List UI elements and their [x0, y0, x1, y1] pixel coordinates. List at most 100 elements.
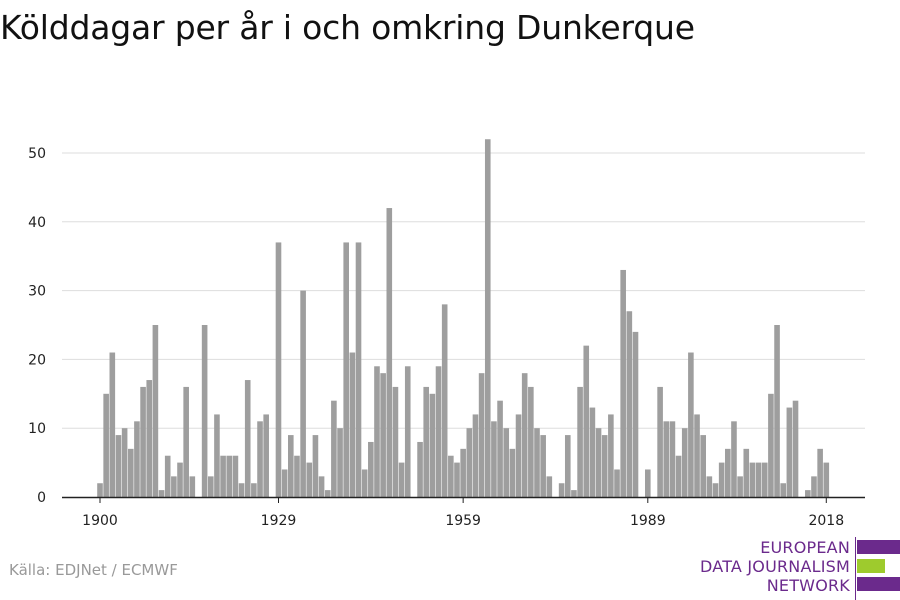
bar[interactable]: [564, 435, 571, 497]
bar[interactable]: [792, 400, 799, 497]
bar[interactable]: [589, 407, 596, 497]
bar[interactable]: [601, 435, 608, 497]
bar[interactable]: [737, 476, 743, 497]
bar[interactable]: [374, 366, 380, 497]
bar[interactable]: [404, 366, 411, 497]
bar[interactable]: [134, 421, 140, 497]
bar[interactable]: [694, 414, 700, 497]
bar[interactable]: [546, 476, 553, 497]
bar[interactable]: [780, 483, 787, 497]
bar[interactable]: [201, 325, 208, 497]
bar[interactable]: [460, 448, 466, 497]
bar[interactable]: [312, 435, 319, 497]
bar[interactable]: [669, 421, 676, 497]
bar[interactable]: [595, 428, 602, 497]
bar[interactable]: [417, 441, 423, 497]
bar[interactable]: [343, 242, 349, 497]
bar[interactable]: [688, 352, 694, 497]
bar[interactable]: [528, 386, 534, 497]
bar[interactable]: [257, 421, 263, 497]
bar[interactable]: [232, 455, 239, 497]
bar[interactable]: [288, 435, 294, 497]
bar[interactable]: [534, 428, 540, 497]
bar[interactable]: [725, 448, 731, 497]
bar[interactable]: [127, 448, 134, 497]
bar[interactable]: [146, 380, 153, 497]
bar[interactable]: [435, 366, 442, 497]
bar[interactable]: [811, 476, 817, 497]
bar[interactable]: [626, 311, 633, 497]
bar[interactable]: [675, 455, 682, 497]
bar[interactable]: [645, 469, 651, 497]
bar[interactable]: [392, 386, 399, 497]
bar[interactable]: [121, 428, 128, 497]
bar[interactable]: [109, 352, 116, 497]
bar[interactable]: [657, 386, 663, 497]
bar[interactable]: [454, 462, 460, 497]
bar[interactable]: [491, 421, 497, 497]
bar[interactable]: [521, 373, 528, 497]
bar[interactable]: [472, 414, 479, 497]
bar[interactable]: [368, 441, 374, 497]
bar[interactable]: [817, 448, 823, 497]
bar[interactable]: [318, 476, 325, 497]
bar[interactable]: [355, 242, 362, 497]
bar[interactable]: [220, 455, 226, 497]
bar[interactable]: [497, 400, 503, 497]
bar[interactable]: [540, 435, 546, 497]
bar[interactable]: [152, 325, 159, 497]
bar[interactable]: [251, 483, 257, 497]
bar[interactable]: [263, 414, 269, 497]
bar[interactable]: [718, 462, 725, 497]
bar[interactable]: [349, 352, 356, 497]
bar[interactable]: [115, 435, 122, 497]
bar[interactable]: [706, 476, 713, 497]
bar[interactable]: [324, 490, 331, 497]
bar[interactable]: [423, 386, 430, 497]
bar[interactable]: [681, 428, 688, 497]
bar[interactable]: [275, 242, 282, 497]
bar[interactable]: [515, 414, 522, 497]
bar[interactable]: [281, 469, 288, 497]
bar[interactable]: [478, 373, 485, 497]
bar[interactable]: [608, 414, 614, 497]
bar[interactable]: [731, 421, 737, 497]
bar[interactable]: [466, 428, 473, 497]
bar[interactable]: [484, 139, 491, 498]
bar[interactable]: [140, 386, 146, 497]
bar[interactable]: [207, 476, 214, 497]
bar[interactable]: [244, 380, 251, 497]
bar[interactable]: [786, 407, 793, 497]
bar[interactable]: [632, 331, 639, 497]
bar[interactable]: [583, 345, 590, 497]
bar[interactable]: [300, 290, 306, 497]
edjnet-logo[interactable]: EUROPEAN DATA JOURNALISM NETWORK: [690, 537, 900, 600]
bar[interactable]: [441, 304, 448, 497]
bar[interactable]: [214, 414, 220, 497]
bar[interactable]: [503, 428, 510, 497]
bar[interactable]: [509, 448, 516, 497]
bar[interactable]: [331, 400, 337, 497]
bar[interactable]: [774, 325, 780, 497]
bar[interactable]: [755, 462, 762, 497]
bar[interactable]: [620, 269, 626, 497]
bar[interactable]: [361, 469, 368, 497]
bar[interactable]: [577, 386, 583, 497]
bar[interactable]: [306, 462, 313, 497]
bar[interactable]: [761, 462, 768, 497]
bar[interactable]: [189, 476, 196, 497]
bar[interactable]: [226, 455, 233, 497]
bar[interactable]: [171, 476, 177, 497]
bar[interactable]: [429, 393, 436, 497]
bar[interactable]: [337, 428, 343, 497]
bar[interactable]: [398, 462, 405, 497]
bar[interactable]: [164, 455, 171, 497]
bar[interactable]: [177, 462, 183, 497]
bar[interactable]: [158, 490, 165, 497]
bar[interactable]: [238, 483, 245, 497]
bar[interactable]: [558, 483, 565, 497]
bar[interactable]: [823, 462, 830, 497]
bar[interactable]: [571, 490, 577, 497]
bar[interactable]: [712, 483, 719, 497]
bar[interactable]: [103, 393, 109, 497]
